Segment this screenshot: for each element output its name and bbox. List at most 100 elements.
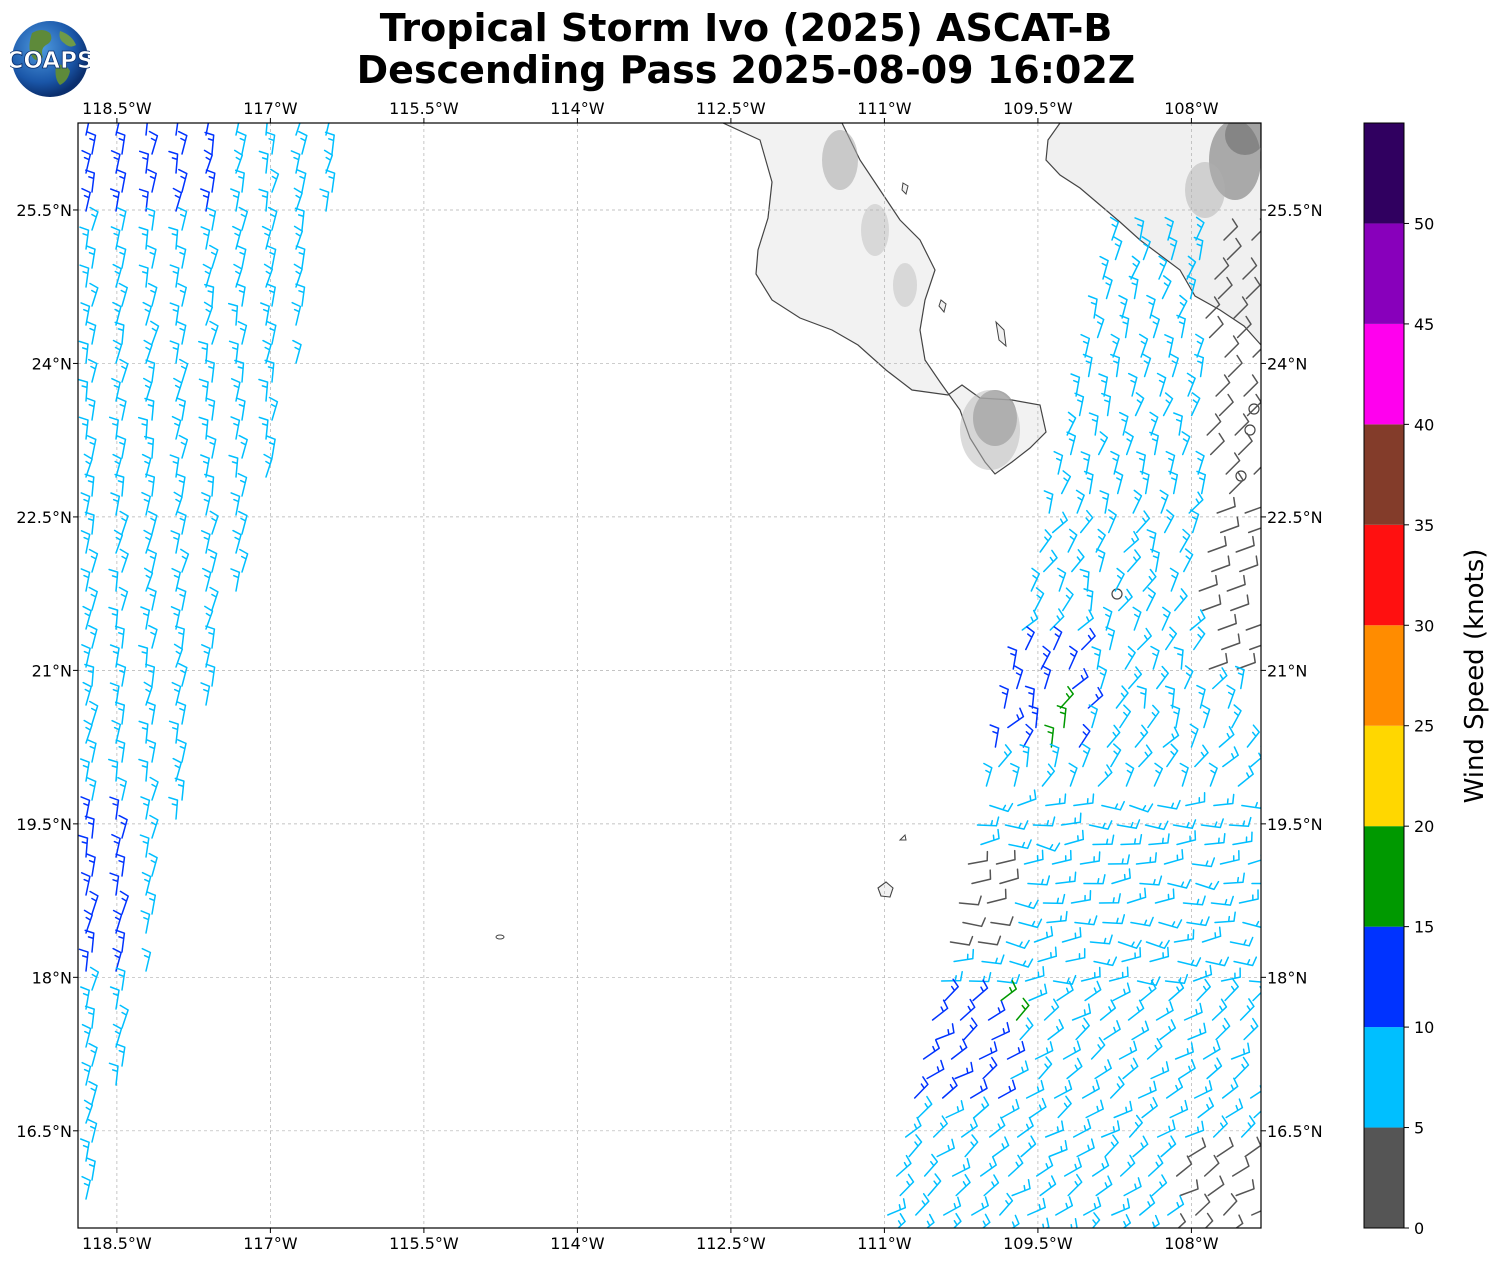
wind-barb (969, 1079, 988, 1099)
wind-barb (1242, 257, 1258, 280)
wind-barb (1101, 392, 1112, 417)
wind-barb (1251, 218, 1261, 241)
wind-barb (258, 378, 269, 402)
wind-barb (1072, 668, 1089, 690)
wind-barb (87, 1118, 98, 1143)
wind-barb (294, 207, 305, 231)
wind-barb (88, 1080, 98, 1105)
wind-barb (1126, 887, 1147, 904)
wind-barb (205, 123, 210, 136)
wind-barb (1053, 450, 1064, 475)
wind-barb (1127, 372, 1138, 397)
wind-barb (913, 1076, 929, 1099)
wind-barb (1191, 857, 1216, 868)
logo-text: COAPS (10, 48, 90, 74)
colorbar-bin (1364, 625, 1404, 726)
wind-barb (1207, 535, 1227, 553)
wind-barb (1119, 1154, 1136, 1177)
wind-barb (1195, 216, 1205, 241)
wind-barb (144, 397, 155, 421)
wind-barb (86, 739, 97, 763)
wind-barb (1042, 1217, 1050, 1228)
wind-barb (926, 1059, 945, 1080)
wind-barb (1055, 871, 1077, 885)
wind-barb (1150, 645, 1160, 670)
lat-tick-label-left: 24°N (32, 354, 72, 373)
wind-barb (1009, 958, 1034, 968)
wind-barb (1193, 236, 1204, 261)
wind-barb (176, 245, 187, 269)
wind-barb (118, 282, 128, 307)
wind-barb (86, 131, 97, 155)
wind-barb (1216, 496, 1236, 514)
wind-barb (1097, 764, 1113, 787)
wind-barb (298, 130, 308, 155)
wind-barb (1202, 1039, 1221, 1060)
wind-barb (1185, 791, 1206, 807)
wind-barb (266, 283, 276, 307)
lat-tick-label-right: 25.5°N (1267, 201, 1323, 220)
wind-barb (1053, 626, 1063, 651)
wind-barb (1173, 412, 1183, 436)
wind-barb (176, 321, 187, 345)
wind-barb (1235, 1179, 1255, 1197)
lon-tick-label-top: 108°W (1164, 99, 1219, 118)
wind-barb (1228, 471, 1244, 495)
wind-barb (143, 529, 153, 554)
wind-barb (1251, 882, 1261, 885)
wind-barb (1083, 588, 1094, 612)
wind-barb (935, 1023, 955, 1041)
wind-barb (81, 1175, 91, 1200)
wind-barb (1197, 1097, 1215, 1119)
wind-barb (1208, 652, 1228, 670)
wind-barb (1118, 1040, 1138, 1060)
wind-barb (145, 123, 148, 136)
wind-barb (1138, 744, 1153, 768)
wind-barb (235, 123, 240, 136)
lon-tick-label-top: 112.5°W (696, 99, 766, 118)
wind-barb (1215, 374, 1231, 397)
wind-barb (1150, 548, 1160, 573)
wind-barb (1118, 294, 1128, 319)
wind-barb (959, 998, 976, 1021)
wind-barb (1060, 470, 1072, 495)
wind-barb (268, 396, 279, 421)
wind-barb (85, 397, 96, 421)
wind-barb (1081, 743, 1091, 768)
wind-barb (1148, 833, 1170, 846)
wind-barb (109, 872, 120, 896)
wind-barb (1048, 1139, 1068, 1158)
colorbar-tick-label: 45 (1414, 315, 1434, 334)
wind-barb (87, 624, 98, 649)
wind-barb (1189, 509, 1200, 534)
wind-barb (239, 548, 249, 573)
lat-tick-label-left: 21°N (32, 661, 72, 680)
wind-barb (964, 1134, 979, 1158)
wind-barb (81, 187, 91, 212)
wind-barb (293, 187, 303, 212)
wind-barb (1104, 1134, 1119, 1158)
wind-barb (1110, 333, 1120, 358)
wind-barb (1173, 929, 1195, 943)
wind-barb (1007, 646, 1018, 670)
wind-barb (1034, 1041, 1054, 1060)
wind-barb (917, 1095, 933, 1119)
wind-barb (324, 131, 335, 155)
wind-barb (1041, 763, 1056, 787)
wind-barb (1016, 1116, 1034, 1138)
wind-barb (1230, 594, 1250, 612)
wind-barb (1117, 939, 1142, 949)
wind-barb (177, 206, 188, 231)
wind-barb (236, 245, 247, 269)
wind-barb (1233, 956, 1258, 967)
wind-barb (1149, 411, 1159, 436)
wind-barb (1044, 724, 1055, 748)
wind-barb (260, 302, 270, 326)
wind-barb (176, 587, 187, 611)
wind-barb (1136, 451, 1146, 475)
wind-barb (1001, 1098, 1020, 1119)
wind-barb (1029, 1097, 1047, 1119)
wind-barb (1013, 665, 1024, 690)
wind-barb (295, 283, 306, 307)
wind-barb (201, 492, 211, 516)
